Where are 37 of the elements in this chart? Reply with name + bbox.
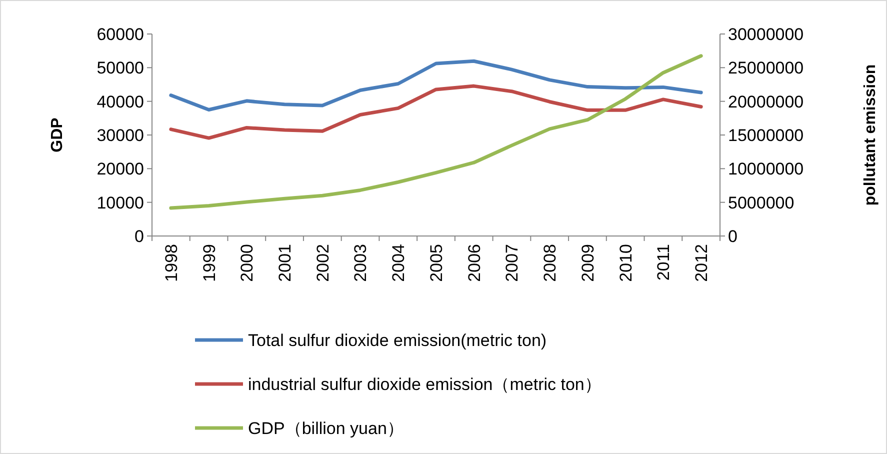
y-tick-label: 0: [134, 226, 144, 246]
line-series: [169, 59, 703, 112]
x-tick-label: 2010: [616, 244, 636, 282]
y-tick-label: 50000: [96, 58, 144, 78]
line-series: [169, 54, 703, 210]
x-tick-label: 2012: [692, 244, 712, 282]
legend-label: GDP（billion yuan）: [248, 418, 404, 438]
x-tick-label: 1999: [200, 244, 219, 282]
x-tick-label: 2009: [578, 244, 598, 282]
y-tick-label: 10000: [96, 193, 144, 212]
y2-tick-label: 25000000: [728, 58, 804, 78]
y2-tick-label: 15000000: [728, 126, 804, 145]
line-series: [169, 84, 703, 140]
x-tick-label: 2011: [654, 244, 674, 281]
x-tick-label: 2001: [275, 244, 294, 282]
x-tick-label: 2003: [351, 244, 370, 282]
x-tick-label: 2008: [540, 244, 560, 282]
y2-tick-label: 5000000: [728, 193, 794, 212]
y2-tick-label: 10000000: [728, 160, 804, 179]
x-tick-label: 1998: [162, 244, 181, 282]
x-tick-label: 2000: [238, 244, 257, 282]
y2-tick-label: 0: [728, 226, 738, 246]
x-tick-label: 2006: [464, 244, 484, 282]
legend-label: industrial sulfur dioxide emission（metric ton）: [248, 374, 602, 394]
y-tick-label: 20000: [96, 160, 144, 179]
x-tick-label: 2002: [313, 244, 332, 282]
y2-tick-label: 30000000: [728, 24, 804, 44]
y-tick-label: 30000: [96, 126, 144, 145]
y-axis-title: GDP: [49, 117, 66, 152]
x-tick-label: 2004: [389, 244, 408, 282]
y2-axis-title: pollutant emission: [862, 64, 879, 206]
y-tick-label: 60000: [96, 24, 144, 44]
y-tick-label: 40000: [96, 92, 144, 112]
y2-tick-label: 20000000: [728, 92, 804, 112]
x-tick-label: 2007: [502, 244, 522, 282]
legend-label: Total sulfur dioxide emission(metric ton): [248, 330, 547, 350]
x-tick-label: 2005: [426, 244, 446, 282]
